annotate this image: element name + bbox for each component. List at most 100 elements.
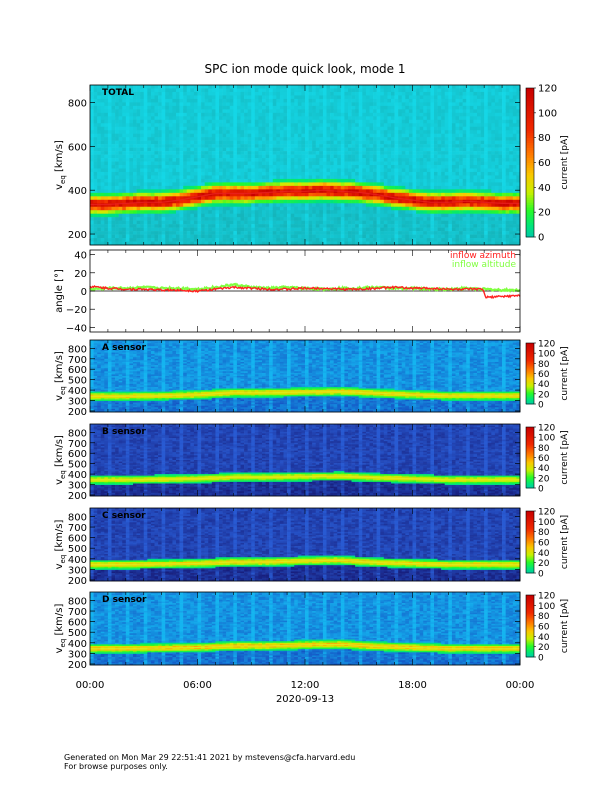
colorbar-tick-label: 40 — [538, 183, 551, 194]
colorbar-tick-label: 120 — [538, 508, 555, 518]
colorbar-tick-label: 0 — [538, 401, 544, 411]
legend-inflow-azimuth: inflow azimuth — [450, 251, 516, 261]
y-axis-label-main: v — [54, 479, 65, 485]
colorbar-tick-label: 20 — [538, 208, 551, 219]
colorbar-tick-label: 40 — [538, 633, 550, 643]
beam-ridge-line — [90, 189, 520, 206]
y-tick-label: 600 — [68, 449, 87, 460]
spectrogram-cells — [90, 508, 521, 582]
colorbar-tick-label: 80 — [538, 444, 550, 454]
date-label: 2020-09-13 — [276, 694, 334, 705]
colorbar-tick-label: 100 — [538, 108, 557, 119]
x-tick-label: 18:00 — [398, 680, 427, 691]
colorbar-label: current [pA] — [560, 515, 570, 569]
colorbar-label: current [pA] — [560, 430, 570, 484]
colorbar-label: current [pA] — [560, 135, 570, 189]
y-axis-label-unit: [km/s] — [54, 520, 65, 555]
colorbar-tick-label: 0 — [538, 570, 544, 580]
beam-ridge-line — [90, 643, 520, 650]
legend-inflow-altitude: inflow altitude — [452, 260, 517, 270]
y-tick-label: 200 — [68, 660, 87, 671]
y-tick-label: 700 — [68, 439, 87, 450]
y-axis-label-main: v — [54, 395, 65, 401]
panel-label: C sensor — [102, 511, 146, 521]
y-axis-label: veq [km/s] — [54, 351, 67, 401]
y-tick-label: 700 — [68, 523, 87, 534]
y-tick-label: −40 — [66, 323, 87, 334]
y-tick-label: 400 — [68, 186, 87, 197]
y-tick-label: 500 — [68, 628, 87, 639]
y-tick-label: 400 — [68, 470, 87, 481]
x-tick-label: 06:00 — [183, 680, 212, 691]
y-tick-label: 200 — [68, 491, 87, 502]
beam-ridge-line — [90, 559, 520, 566]
colorbar-tick-label: 40 — [538, 464, 550, 474]
y-axis-label: veq [km/s] — [54, 435, 67, 485]
colorbar-tick-label: 20 — [538, 559, 550, 569]
y-tick-label: 600 — [68, 618, 87, 629]
y-axis-label-sub: eq — [59, 386, 67, 395]
colorbar-tick-label: 60 — [538, 454, 550, 464]
y-axis-label: veq [km/s] — [54, 140, 67, 190]
y-tick-label: 200 — [68, 576, 87, 587]
x-tick-label: 00:00 — [76, 680, 105, 691]
y-tick-label: 600 — [68, 142, 87, 153]
y-tick-label: 800 — [68, 99, 87, 110]
y-axis-label-sub: eq — [59, 639, 67, 648]
y-tick-label: 500 — [68, 544, 87, 555]
y-tick-label: 300 — [68, 481, 87, 492]
beam-ridge-line — [90, 391, 520, 397]
x-tick-label: 00:00 — [506, 680, 535, 691]
figure-title: SPC ion mode quick look, mode 1 — [205, 62, 406, 76]
y-tick-label: 400 — [68, 639, 87, 650]
y-tick-label: 200 — [68, 230, 87, 241]
y-tick-label: 600 — [68, 534, 87, 545]
y-tick-label: 20 — [74, 269, 87, 280]
spectrogram-cells — [90, 424, 521, 497]
y-tick-label: 40 — [74, 251, 87, 262]
y-axis-label: veq [km/s] — [54, 520, 67, 570]
colorbar-tick-label: 0 — [538, 233, 544, 244]
y-tick-label: 200 — [68, 407, 87, 418]
colorbar-tick-label: 120 — [538, 340, 555, 350]
y-axis-label-unit: [km/s] — [54, 604, 65, 639]
panel-label: B sensor — [102, 427, 146, 437]
colorbar-tick-label: 120 — [538, 592, 555, 602]
y-axis-label-sub: eq — [59, 175, 67, 184]
y-axis-label-main: v — [54, 184, 65, 190]
y-tick-label: 800 — [68, 428, 87, 439]
colorbar-tick-label: 80 — [538, 360, 550, 370]
colorbar-tick-label: 0 — [538, 654, 544, 664]
footer-generated: Generated on Mon Mar 29 22:51:41 2021 by… — [64, 753, 355, 762]
y-axis-label-main: v — [54, 563, 65, 569]
y-tick-label: 400 — [68, 555, 87, 566]
y-tick-label: 700 — [68, 355, 87, 366]
colorbar-tick-label: 60 — [538, 158, 551, 169]
inflow-azimuth-line — [89, 284, 521, 300]
panel-total: TOTAL 0 20 40 60 80 100 120 current [pA] veq [km/… — [54, 84, 570, 246]
colorbar-tick-label: 60 — [538, 370, 550, 380]
y-axis-label-unit: [km/s] — [54, 351, 65, 386]
y-tick-label: 400 — [68, 386, 87, 397]
x-tick-label: 12:00 — [291, 680, 320, 691]
colorbar-tick-label: 60 — [538, 539, 550, 549]
colorbar-tick-label: 80 — [538, 612, 550, 622]
footer-browse: For browse purposes only. — [64, 762, 168, 771]
colorbar-label: current [pA] — [560, 599, 570, 653]
colorbar-tick-label: 80 — [538, 133, 551, 144]
y-tick-label: 300 — [68, 649, 87, 660]
beam-ridge-line — [90, 475, 520, 481]
panel-label: A sensor — [102, 343, 147, 353]
colorbar-tick-label: 20 — [538, 643, 550, 653]
colorbar-tick-label: 60 — [538, 623, 550, 633]
y-tick-label: 0 — [81, 287, 87, 298]
spectrogram-cells — [90, 340, 521, 413]
